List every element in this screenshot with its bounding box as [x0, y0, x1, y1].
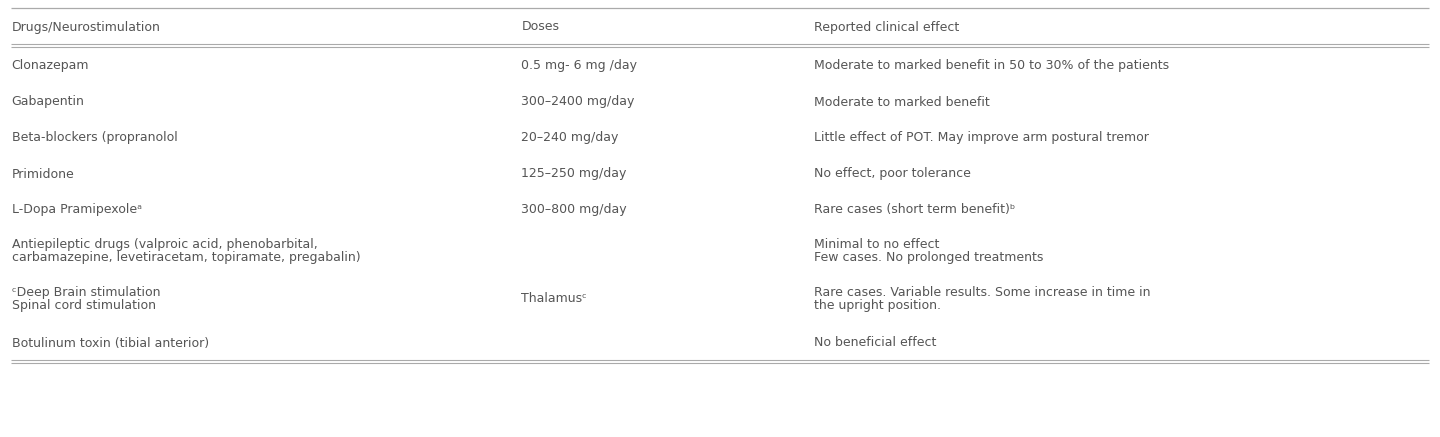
Text: Primidone: Primidone	[12, 167, 75, 180]
Text: Few cases. No prolonged treatments: Few cases. No prolonged treatments	[814, 251, 1043, 264]
Text: No beneficial effect: No beneficial effect	[814, 336, 936, 350]
Text: L-Dopa Pramipexoleᵃ: L-Dopa Pramipexoleᵃ	[12, 204, 141, 216]
Text: 300–2400 mg/day: 300–2400 mg/day	[521, 96, 635, 108]
Text: No effect, poor tolerance: No effect, poor tolerance	[814, 167, 971, 180]
Text: Rare cases (short term benefit)ᵇ: Rare cases (short term benefit)ᵇ	[814, 204, 1015, 216]
Text: Little effect of POT. May improve arm postural tremor: Little effect of POT. May improve arm po…	[814, 132, 1149, 145]
Text: Moderate to marked benefit: Moderate to marked benefit	[814, 96, 989, 108]
Text: Clonazepam: Clonazepam	[12, 59, 89, 72]
Text: 125–250 mg/day: 125–250 mg/day	[521, 167, 626, 180]
Text: Botulinum toxin (tibial anterior): Botulinum toxin (tibial anterior)	[12, 336, 209, 350]
Text: 20–240 mg/day: 20–240 mg/day	[521, 132, 619, 145]
Text: Moderate to marked benefit in 50 to 30% of the patients: Moderate to marked benefit in 50 to 30% …	[814, 59, 1169, 72]
Text: 0.5 mg- 6 mg /day: 0.5 mg- 6 mg /day	[521, 59, 638, 72]
Text: ᶜDeep Brain stimulation: ᶜDeep Brain stimulation	[12, 286, 160, 299]
Text: Beta-blockers (propranolol: Beta-blockers (propranolol	[12, 132, 177, 145]
Text: Gabapentin: Gabapentin	[12, 96, 85, 108]
Text: Rare cases. Variable results. Some increase in time in: Rare cases. Variable results. Some incre…	[814, 286, 1151, 299]
Text: the upright position.: the upright position.	[814, 299, 940, 312]
Text: 300–800 mg/day: 300–800 mg/day	[521, 204, 626, 216]
Text: Antiepileptic drugs (valproic acid, phenobarbital,: Antiepileptic drugs (valproic acid, phen…	[12, 238, 317, 251]
Text: Minimal to no effect: Minimal to no effect	[814, 238, 939, 251]
Text: Reported clinical effect: Reported clinical effect	[814, 21, 959, 34]
Text: Spinal cord stimulation: Spinal cord stimulation	[12, 299, 156, 312]
Text: carbamazepine, levetiracetam, topiramate, pregabalin): carbamazepine, levetiracetam, topiramate…	[12, 251, 360, 264]
Text: Drugs/Neurostimulation: Drugs/Neurostimulation	[12, 21, 160, 34]
Text: Thalamusᶜ: Thalamusᶜ	[521, 292, 588, 305]
Text: Doses: Doses	[521, 21, 559, 34]
